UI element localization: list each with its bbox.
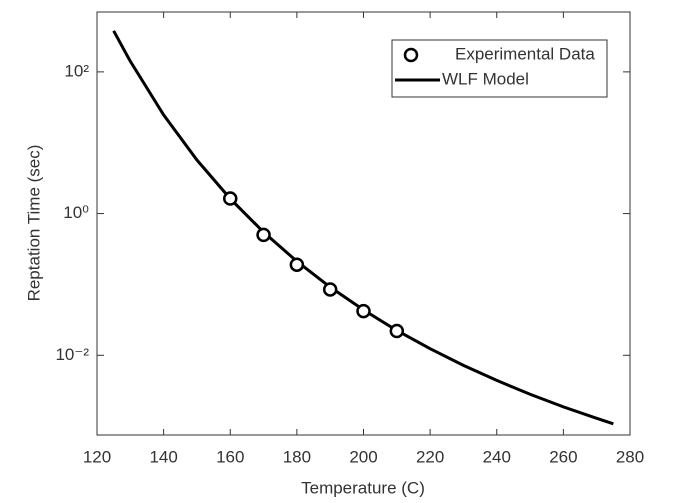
data-point	[322, 282, 338, 297]
x-tick-label: 200	[349, 447, 377, 466]
x-tick-label: 120	[83, 447, 111, 466]
x-tick-label: 260	[549, 447, 577, 466]
legend-marker	[403, 47, 419, 63]
x-tick-label: 220	[416, 447, 444, 466]
data-point	[289, 257, 305, 272]
data-point	[256, 227, 271, 243]
x-tick-label: 140	[149, 447, 177, 466]
legend-label: Experimental Data	[455, 44, 595, 63]
x-axis-label: Temperature (C)	[301, 478, 425, 497]
x-tick-label: 180	[283, 447, 311, 466]
data-point	[356, 303, 371, 319]
data-point	[223, 191, 238, 206]
legend-box	[391, 39, 608, 98]
y-tick-label: 10⁰	[63, 203, 89, 222]
y-tick-label: 10⁻²	[55, 345, 89, 364]
data-point	[389, 323, 405, 339]
x-tick-label: 160	[216, 447, 244, 466]
x-tick-label: 240	[483, 447, 511, 466]
y-tick-label: 10²	[64, 61, 89, 80]
y-axis-label: Reptation Time (sec)	[24, 145, 43, 302]
legend-label: WLF Model	[442, 69, 529, 88]
x-tick-label: 280	[616, 447, 644, 466]
